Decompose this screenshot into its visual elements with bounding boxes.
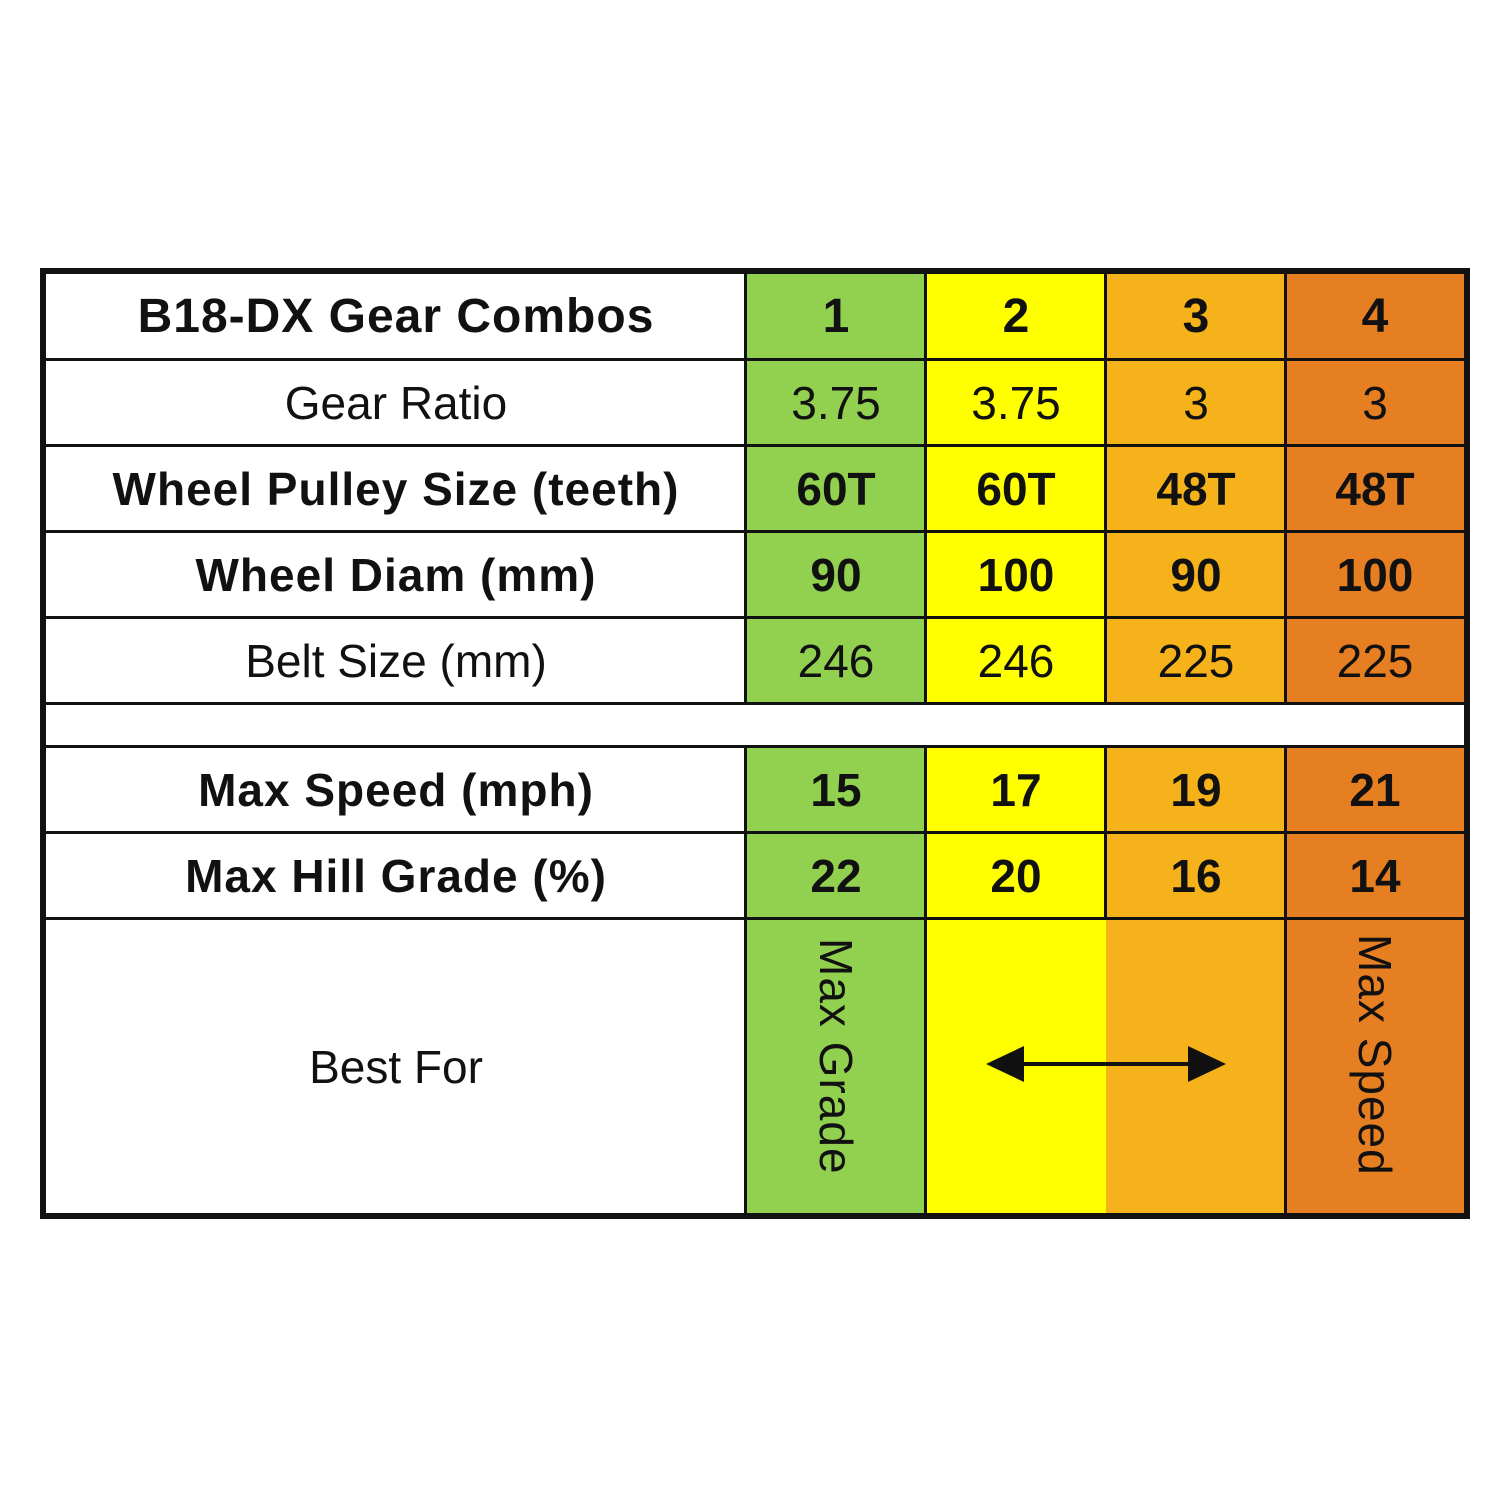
grid-line xyxy=(46,831,1464,834)
grid-line xyxy=(46,530,1464,533)
grid-line xyxy=(46,616,1464,619)
grid-line xyxy=(924,745,927,1213)
best-for-green-cell: Max Grade xyxy=(746,920,926,1213)
gear-ratio-4: 3 xyxy=(1286,361,1464,444)
grid-line xyxy=(46,745,1464,748)
grid-line xyxy=(1284,274,1287,705)
column-header-1: 1 xyxy=(746,274,926,358)
double-headed-arrow-icon xyxy=(986,1034,1226,1094)
max-speed-1: 15 xyxy=(746,748,926,831)
row-label-gear-ratio: Gear Ratio xyxy=(284,376,508,429)
max-hill-grade-2: 20 xyxy=(926,834,1106,917)
grid-line xyxy=(46,358,1464,361)
grid-line xyxy=(1284,745,1287,1213)
grid-line xyxy=(924,274,927,705)
column-header-2: 2 xyxy=(926,274,1106,358)
row-label-wheel-diam: Wheel Diam (mm) xyxy=(195,548,597,601)
grid-line xyxy=(744,745,747,1213)
row-label-wheel-pulley-size: Wheel Pulley Size (teeth) xyxy=(112,462,680,515)
wheel-pulley-size-3: 48T xyxy=(1106,447,1286,530)
best-for-orange-cell: Max Speed xyxy=(1286,920,1464,1213)
table-title: B18-DX Gear Combos xyxy=(137,289,655,343)
gear-ratio-1: 3.75 xyxy=(746,361,926,444)
max-speed-4: 21 xyxy=(1286,748,1464,831)
wheel-pulley-size-2: 60T xyxy=(926,447,1106,530)
belt-size-1: 246 xyxy=(746,619,926,702)
row-label-best-for: Best For xyxy=(309,1040,483,1093)
spacer-row xyxy=(46,705,1464,745)
row-label-belt-size: Belt Size (mm) xyxy=(245,634,547,687)
grid-line xyxy=(46,444,1464,447)
wheel-diam-3: 90 xyxy=(1106,533,1286,616)
grid-line xyxy=(1104,745,1107,920)
wheel-diam-4: 100 xyxy=(1286,533,1464,616)
column-header-3: 3 xyxy=(1106,274,1286,358)
wheel-pulley-size-1: 60T xyxy=(746,447,926,530)
max-speed-3: 19 xyxy=(1106,748,1286,831)
gear-ratio-3: 3 xyxy=(1106,361,1286,444)
grid-line xyxy=(1104,274,1107,705)
max-hill-grade-3: 16 xyxy=(1106,834,1286,917)
grid-line xyxy=(46,917,1464,920)
wheel-pulley-size-4: 48T xyxy=(1286,447,1464,530)
best-for-max-speed: Max Speed xyxy=(1349,934,1401,1176)
column-header-4: 4 xyxy=(1286,274,1464,358)
belt-size-2: 246 xyxy=(926,619,1106,702)
gear-ratio-2: 3.75 xyxy=(926,361,1106,444)
row-label-max-hill-grade: Max Hill Grade (%) xyxy=(185,849,607,902)
belt-size-3: 225 xyxy=(1106,619,1286,702)
max-speed-2: 17 xyxy=(926,748,1106,831)
max-hill-grade-4: 14 xyxy=(1286,834,1464,917)
grid-line xyxy=(744,274,747,705)
belt-size-4: 225 xyxy=(1286,619,1464,702)
grid-line xyxy=(46,702,1464,705)
best-for-max-grade: Max Grade xyxy=(810,938,862,1175)
wheel-diam-2: 100 xyxy=(926,533,1106,616)
gear-combos-table: B18-DX Gear Combos 1 2 3 4 Gear Ratio 3.… xyxy=(40,268,1470,1219)
max-hill-grade-1: 22 xyxy=(746,834,926,917)
wheel-diam-1: 90 xyxy=(746,533,926,616)
row-label-max-speed: Max Speed (mph) xyxy=(198,763,594,816)
